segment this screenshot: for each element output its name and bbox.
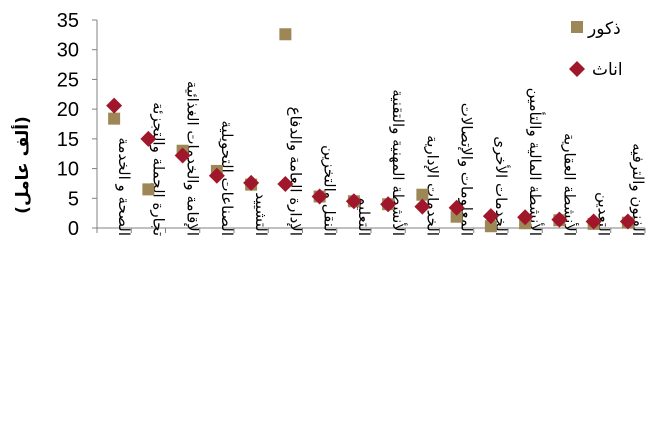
- y-tick-label: 10: [57, 159, 79, 181]
- point-males: [142, 183, 155, 196]
- point-females: [585, 213, 602, 230]
- point-females: [174, 147, 191, 164]
- x-category-label: تجارة الجملة والتجزئة: [149, 102, 167, 236]
- x-category-label: التشييد: [252, 192, 270, 236]
- x-category-label: الأنشطة المهنية والتقنية: [389, 89, 408, 236]
- y-tick-label: 5: [68, 188, 79, 210]
- point-females: [482, 208, 499, 225]
- y-tick-label: 20: [57, 99, 79, 121]
- x-category-label: النقل والتخزين: [321, 145, 339, 236]
- legend: ذكور اناث: [569, 19, 623, 80]
- point-females: [414, 198, 431, 215]
- point-females: [106, 97, 123, 114]
- y-tick-label: 15: [57, 129, 79, 151]
- y-tick-label: 35: [57, 10, 79, 32]
- x-category-label: الصناعات التحويلية: [218, 120, 236, 236]
- point-females: [448, 199, 465, 216]
- x-category-label: الإقامة والخدمات الغذائية: [184, 81, 202, 236]
- x-category-label: الخدمات الإدارية: [423, 135, 441, 236]
- x-category-label: الخدمات الأخرى: [492, 136, 511, 236]
- point-females: [140, 130, 157, 147]
- point-males: [108, 112, 121, 125]
- x-category-label: الأنشطة العقارية: [560, 133, 579, 236]
- x-category-labels: الصحة و الخدمة تجارة الجملة والتجزئة الإقا…: [115, 81, 647, 236]
- point-females: [517, 209, 534, 226]
- x-category-label: المعلومات والإتصالات: [458, 103, 476, 236]
- point-females: [380, 196, 397, 213]
- x-category-label: الفنون والترفيه: [629, 143, 647, 236]
- legend-marker-males: [571, 21, 583, 33]
- point-females: [619, 213, 636, 230]
- y-tick-label: 30: [57, 40, 79, 62]
- y-tick-label: 25: [57, 69, 79, 91]
- x-category-label: الإدارة العامة والدفاع: [286, 107, 304, 236]
- point-females: [277, 176, 294, 193]
- point-males: [450, 210, 463, 223]
- x-category-label: الأنشطة المالية والتأمين: [526, 88, 546, 236]
- y-tick-label: 0: [68, 218, 79, 240]
- legend-label-females: اناث: [592, 60, 623, 80]
- data-points: [106, 28, 636, 233]
- y-axis-label: (ألف عامل): [11, 116, 33, 214]
- legend-marker-females: [569, 61, 585, 77]
- point-females: [243, 174, 260, 191]
- point-females: [208, 167, 225, 184]
- x-category-label: الصحة و الخدمة: [115, 137, 133, 236]
- legend-label-males: ذكور: [587, 19, 621, 39]
- y-ticks: 0 5 10 15 20 25 30 35: [57, 10, 97, 240]
- point-females: [311, 188, 328, 205]
- point-females: [551, 211, 568, 228]
- point-males: [484, 220, 497, 233]
- point-males: [279, 28, 292, 41]
- axes: [96, 20, 646, 233]
- point-males: [416, 188, 429, 201]
- point-females: [345, 193, 362, 210]
